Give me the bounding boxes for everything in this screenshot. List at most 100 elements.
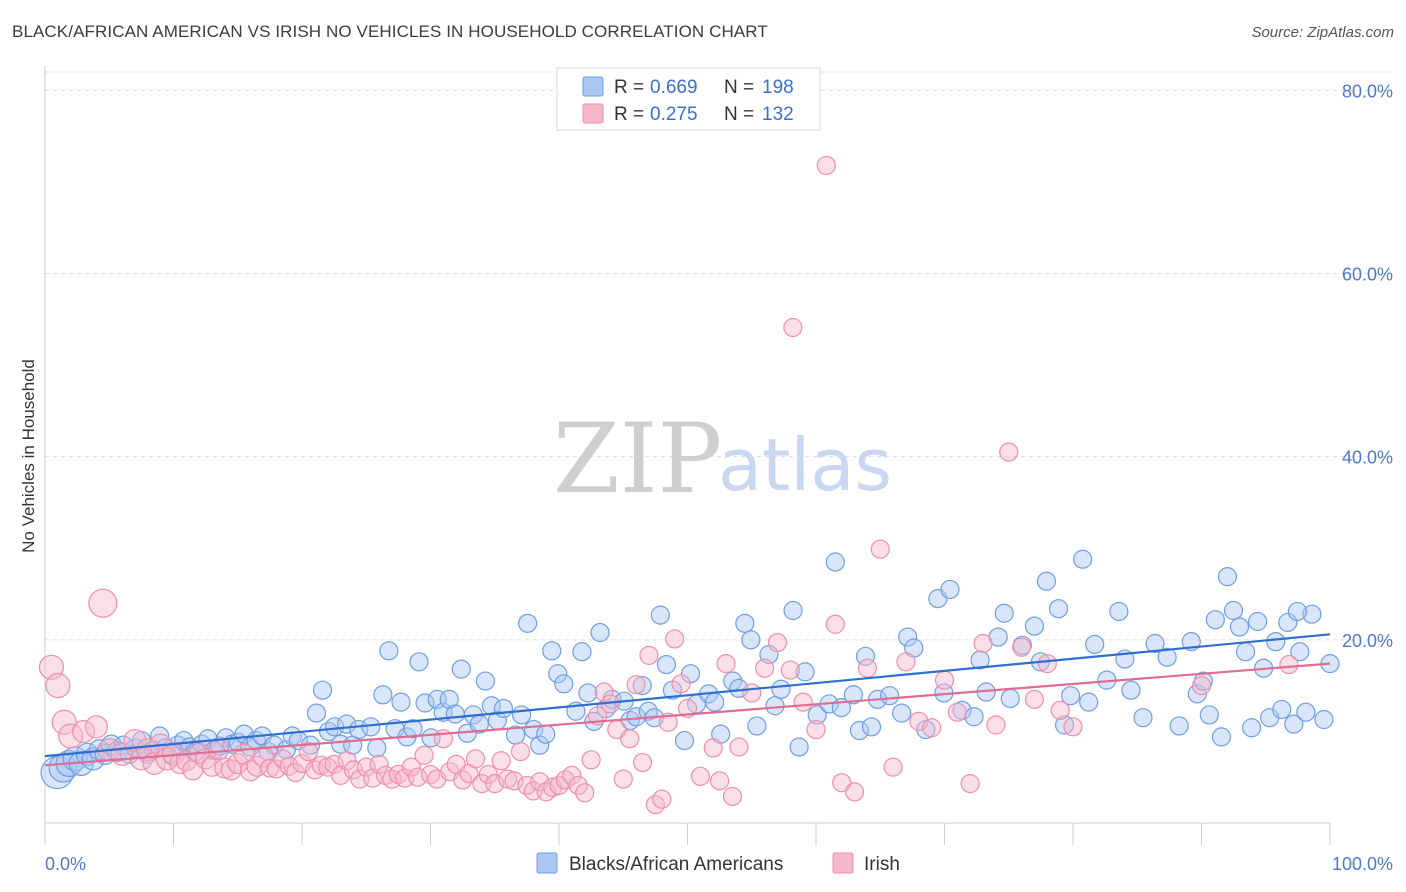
data-point [767, 632, 788, 653]
data-point [498, 769, 518, 789]
data-point [1205, 610, 1225, 630]
legend-n-value: 198 [762, 77, 794, 98]
data-point [632, 676, 652, 696]
legend-r-label: R = [614, 77, 644, 98]
data-point [594, 682, 614, 702]
data-point [880, 686, 900, 706]
x-tick-label: 0.0% [45, 854, 86, 874]
data-point [1217, 567, 1238, 587]
data-point [816, 155, 836, 176]
data-point [51, 709, 77, 735]
data-point [373, 685, 393, 705]
data-point [414, 745, 434, 765]
data-point [58, 723, 84, 749]
data-point [84, 715, 109, 739]
data-point [639, 645, 659, 665]
data-point [136, 738, 160, 762]
data-point [403, 719, 423, 739]
data-point [409, 652, 429, 672]
data-point [1199, 705, 1219, 725]
data-point [783, 317, 803, 338]
data-point [1229, 617, 1250, 637]
gridlines [45, 71, 1392, 641]
data-point [475, 671, 495, 691]
data-point [789, 737, 809, 757]
data-point [861, 717, 882, 737]
data-point [1235, 642, 1256, 662]
data-point [1048, 599, 1069, 619]
bottom-legend-label-blacks: Blacks/African Americans [569, 854, 783, 875]
data-point [207, 739, 230, 761]
data-point [548, 664, 568, 684]
data-point [807, 705, 827, 725]
y-axis-label: No Vehicles in Household [19, 359, 38, 553]
data-point [415, 693, 435, 713]
data-point [632, 752, 653, 773]
data-point [1063, 717, 1083, 737]
data-point [674, 730, 695, 751]
data-point [1037, 654, 1057, 674]
y-tick-label: 20.0% [1342, 631, 1393, 651]
data-point [1121, 680, 1141, 700]
data-point [825, 552, 845, 572]
legend-swatch-blacks [582, 76, 604, 97]
data-point [1223, 600, 1244, 621]
data-point [504, 771, 524, 791]
trend-line-blacks [44, 633, 1331, 758]
data-point [485, 774, 505, 794]
data-point [88, 588, 118, 618]
x-tick-label: 100.0% [1332, 854, 1393, 874]
data-point [1060, 686, 1081, 706]
data-point [562, 765, 582, 785]
data-point [729, 737, 749, 757]
bottom-legend: Blacks/African Americans Irish [536, 852, 900, 875]
data-point [652, 789, 672, 809]
x-tick-labels: 0.0% 100.0% [45, 854, 1393, 874]
data-point [986, 715, 1006, 735]
data-point [1241, 718, 1262, 738]
data-point [742, 683, 762, 703]
data-point [1050, 700, 1070, 720]
data-point [722, 786, 743, 807]
data-point [855, 646, 876, 666]
data-point [1290, 642, 1310, 662]
data-point [1133, 708, 1153, 728]
data-point [656, 654, 676, 675]
data-point [367, 738, 387, 758]
data-point [590, 622, 610, 643]
data-point [1145, 633, 1165, 654]
data-point [780, 660, 800, 680]
data-point [1279, 654, 1299, 675]
data-point [491, 751, 511, 771]
chart-title: BLACK/AFRICAN AMERICAN VS IRISH NO VEHIC… [12, 22, 768, 41]
data-point [510, 741, 531, 762]
data-point [1036, 571, 1057, 591]
data-point [439, 689, 459, 709]
data-point [870, 539, 890, 559]
data-point [1296, 702, 1316, 722]
data-point [896, 652, 916, 672]
data-point [445, 704, 465, 724]
y-tick-labels: 20.0% 40.0% 60.0% 80.0% [1342, 81, 1393, 651]
data-point [806, 719, 826, 740]
data-point [1157, 647, 1177, 667]
legend-r-value: 0.669 [650, 77, 698, 98]
data-point [650, 605, 670, 625]
data-point [973, 633, 993, 654]
y-tick-label: 60.0% [1342, 264, 1393, 284]
data-point [947, 702, 967, 722]
data-point [747, 716, 767, 736]
data-point [220, 759, 242, 781]
axes [44, 66, 1331, 845]
data-point [536, 724, 556, 744]
trend-line-irish [44, 662, 1331, 767]
y-tick-label: 40.0% [1342, 448, 1393, 468]
data-point [575, 783, 595, 803]
data-point [298, 741, 319, 762]
legend-r-value: 0.275 [650, 104, 698, 125]
data-point [883, 757, 903, 777]
data-point [964, 707, 984, 727]
data-point [658, 712, 678, 732]
data-point [369, 754, 389, 774]
data-point [690, 766, 710, 786]
